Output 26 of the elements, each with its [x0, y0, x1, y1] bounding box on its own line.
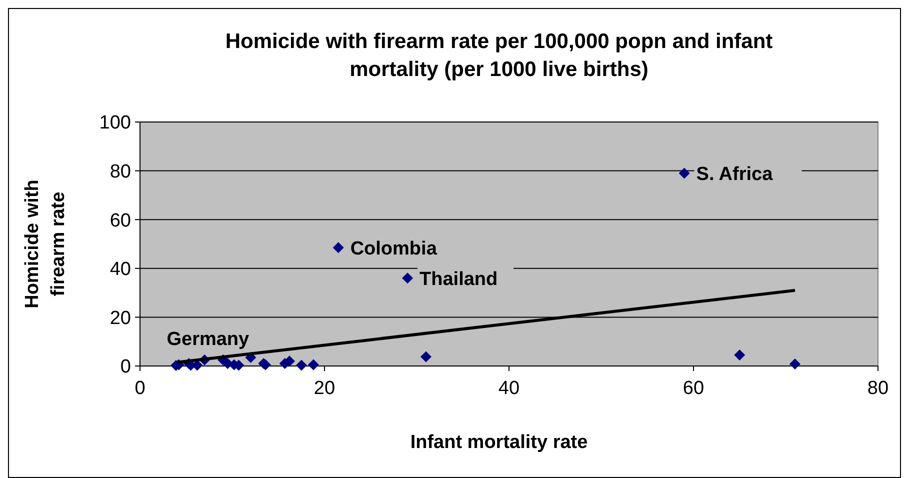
annotation: Thailand	[420, 268, 498, 290]
x-tick-label: 20	[314, 378, 336, 399]
y-tick-label: 0	[120, 356, 131, 378]
point	[332, 242, 344, 254]
x-tick-label: 80	[867, 378, 889, 399]
point	[402, 272, 414, 284]
point	[789, 358, 800, 370]
point	[420, 351, 432, 362]
x-axis-title: Infant mortality rate	[410, 432, 588, 453]
annotation: Germany	[166, 328, 250, 350]
point	[734, 350, 746, 361]
y-tick-label: 100	[99, 112, 131, 134]
y-tick-label: 40	[110, 259, 131, 280]
point	[678, 168, 690, 179]
annotation: S. Africa	[696, 164, 774, 185]
x-tick-label: 40	[498, 378, 520, 399]
x-tick-label: 0	[134, 378, 146, 399]
x-tick-label: 60	[682, 378, 704, 399]
point	[308, 359, 319, 370]
y-tick-label: 80	[110, 161, 131, 182]
y-axis-title: Homicide with firearm rate	[22, 180, 69, 308]
y-tick-label: 60	[110, 210, 131, 232]
y-tick-label: 20	[110, 308, 131, 329]
point	[296, 360, 307, 371]
annotation: Colombia	[350, 238, 438, 260]
chart-title: Homicide with firearm rate per 100,000 popn and infant mortality (per 1000 live births)	[225, 30, 773, 81]
